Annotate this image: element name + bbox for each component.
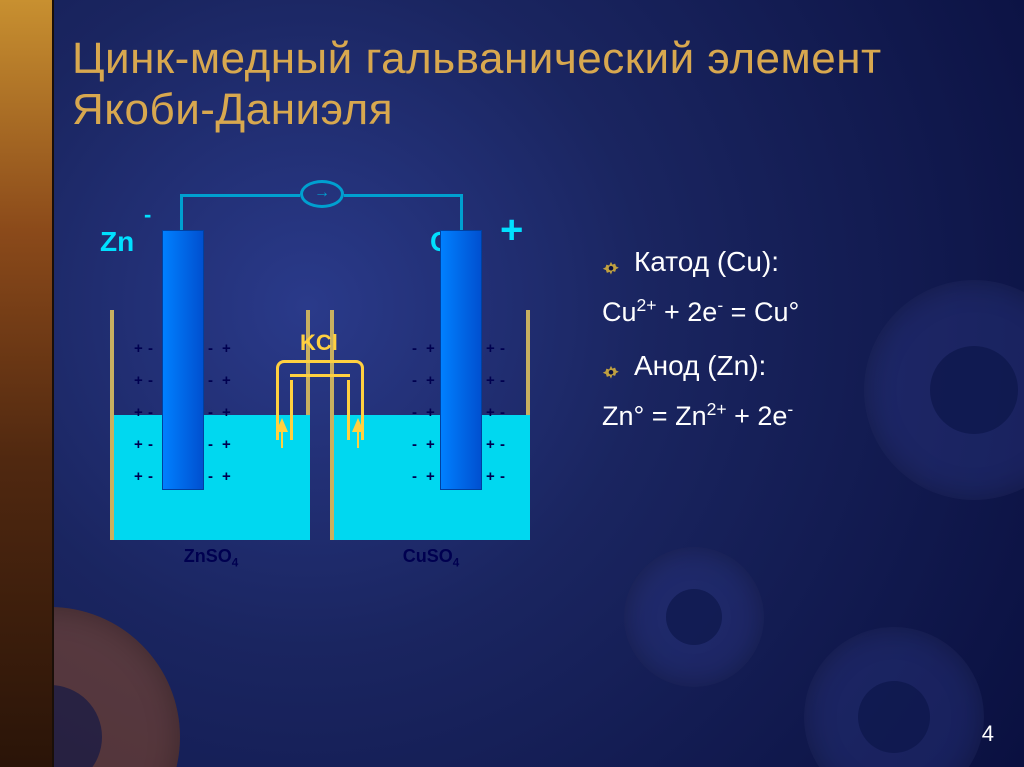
bridge-arrow-right-icon <box>352 418 364 432</box>
gear-bullet-icon <box>600 355 622 377</box>
znso4-label: ZnSO4 <box>166 546 256 570</box>
cathode-equation: Cu2+ + 2e- = Cu° <box>602 291 1000 334</box>
cu-electrode <box>440 230 482 490</box>
anode-row: Анод (Zn): <box>600 344 1000 389</box>
kcl-label: KCl <box>300 330 338 356</box>
slide-title: Цинк-медный гальванический элемент Якоби… <box>72 34 1024 135</box>
zn-label: Zn <box>100 226 134 258</box>
anode-equation: Zn° = Zn2+ + 2e- <box>602 395 1000 438</box>
galvanic-cell-diagram: → Zn - Cu + ZnSO4 CuSO4 KCl +--++--++--+… <box>100 230 540 630</box>
current-arrow-icon: → <box>314 184 330 202</box>
cu-charge-sign: + <box>500 208 523 253</box>
zn-electrode <box>162 230 204 490</box>
wire-top-right <box>344 194 460 197</box>
wire-top-left <box>180 194 300 197</box>
cathode-label: Катод (Cu): <box>634 240 779 285</box>
anode-label: Анод (Zn): <box>634 344 766 389</box>
cuso4-label: CuSO4 <box>386 546 476 570</box>
zn-charge-sign: - <box>144 202 151 228</box>
reactions-panel: Катод (Cu): Cu2+ + 2e- = Cu° Анод (Zn): … <box>600 240 1000 448</box>
wire-left <box>180 194 183 230</box>
slide-number: 4 <box>982 721 994 747</box>
bridge-arrow-left-icon <box>276 418 288 432</box>
left-accent-stripe <box>0 0 54 767</box>
wire-right <box>460 194 463 230</box>
salt-bridge-icon <box>276 360 364 450</box>
cathode-row: Катод (Cu): <box>600 240 1000 285</box>
gear-bullet-icon <box>600 251 622 273</box>
